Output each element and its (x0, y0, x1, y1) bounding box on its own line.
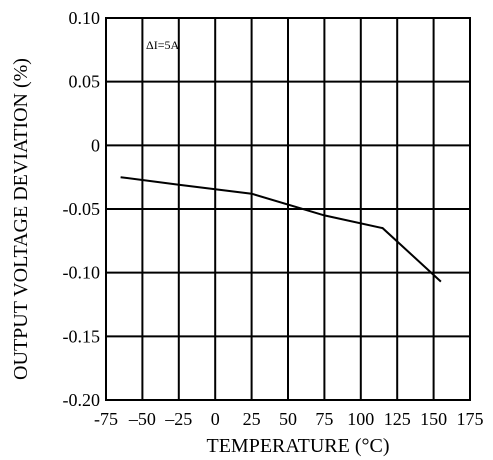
y-tick-label: 0.05 (69, 72, 101, 92)
y-tick-label: -0.10 (63, 263, 101, 283)
x-tick-label: 25 (243, 409, 261, 429)
x-tick-label: 175 (457, 409, 484, 429)
x-tick-labels: -75 –50 –25 0 25 50 75 100 125 150 175 (94, 409, 484, 429)
x-tick-label: –50 (128, 409, 156, 429)
y-tick-label: -0.15 (63, 326, 101, 346)
x-tick-label: 125 (384, 409, 411, 429)
x-tick-label: 75 (315, 409, 333, 429)
y-tick-label: 0.10 (69, 8, 101, 28)
y-tick-labels: 0.10 0.05 0 -0.05 -0.10 -0.15 -0.20 (63, 8, 101, 410)
x-tick-label: 100 (347, 409, 374, 429)
x-tick-label: 50 (279, 409, 297, 429)
x-tick-label: -75 (94, 409, 118, 429)
y-tick-label: -0.05 (63, 199, 101, 219)
y-axis-title: OUTPUT VOLTAGE DEVIATION (%) (10, 58, 32, 380)
x-tick-label: 150 (420, 409, 447, 429)
x-tick-label: 0 (211, 409, 220, 429)
plot-frame (105, 17, 471, 401)
y-tick-label: -0.20 (63, 390, 101, 410)
x-tick-label: –25 (164, 409, 192, 429)
series-line (120, 176, 442, 283)
x-axis-title: TEMPERATURE (°C) (207, 435, 390, 457)
series-group (120, 176, 442, 283)
y-tick-label: 0 (91, 135, 100, 155)
grid (106, 18, 470, 400)
annotation-label: ΔI=5A (146, 38, 179, 52)
